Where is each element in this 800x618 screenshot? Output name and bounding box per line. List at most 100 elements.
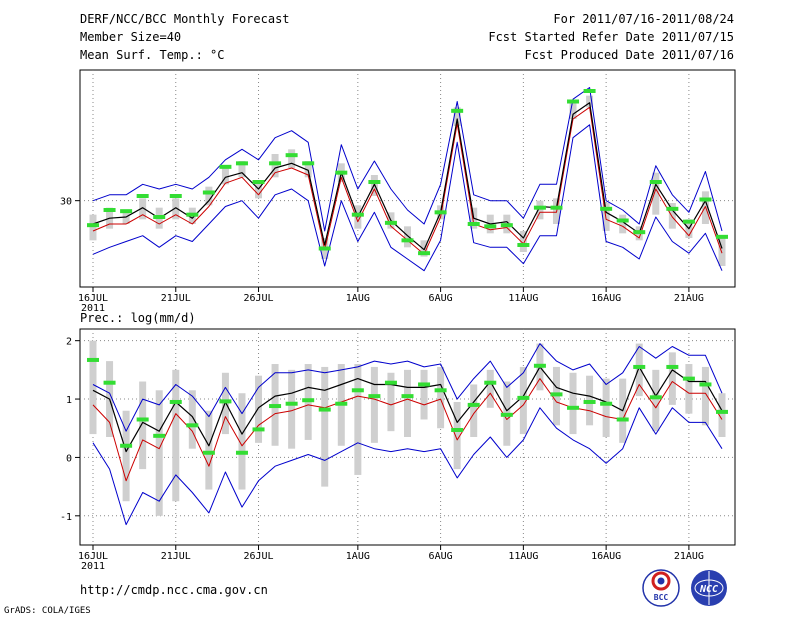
- x-tick-label: 21AUG: [674, 551, 704, 562]
- x-tick-label: 16AUG: [591, 551, 621, 562]
- lower-envelope-line: [92, 407, 723, 526]
- observed-marker: [368, 180, 381, 184]
- y-tick-label: -1: [60, 512, 72, 523]
- observed-marker: [583, 399, 596, 404]
- observed-marker: [186, 212, 199, 217]
- spread-bar: [602, 378, 610, 437]
- observed-marker: [202, 190, 215, 195]
- observed-marker: [252, 180, 265, 184]
- observed-marker: [716, 409, 728, 414]
- observed-marker: [103, 208, 116, 212]
- observed-marker: [384, 220, 397, 225]
- precipitation-panel: 16JUL 21JUL 26JUL 1AUG 6AUG 11AUG 16AUG 21AUG20…: [60, 328, 736, 572]
- observed-marker: [302, 398, 315, 403]
- x-tick-label: 16JUL: [78, 551, 108, 562]
- observed-marker: [699, 197, 712, 202]
- spread-bar: [89, 214, 97, 241]
- observed-marker: [335, 170, 348, 175]
- observed-marker: [649, 395, 662, 400]
- observed-marker: [87, 357, 99, 362]
- spread-bar: [205, 186, 213, 206]
- observed-marker: [633, 364, 646, 369]
- observed-marker: [384, 380, 397, 385]
- spread-bar: [172, 369, 180, 502]
- spread-bar: [437, 366, 445, 429]
- spread-bar: [404, 369, 411, 437]
- observed-marker: [467, 402, 480, 407]
- observed-marker: [616, 218, 629, 223]
- observed-marker: [567, 99, 580, 104]
- spread-bar: [519, 366, 527, 435]
- observed-marker: [269, 404, 282, 409]
- observed-marker: [169, 194, 182, 198]
- observed-marker: [517, 395, 530, 400]
- observed-marker: [318, 246, 331, 251]
- spread-bar: [255, 375, 263, 443]
- spread-bar: [155, 390, 163, 516]
- spread-bar: [453, 107, 461, 126]
- spread-bar: [486, 369, 494, 408]
- spread-bar: [271, 154, 279, 178]
- observed-marker: [186, 423, 199, 428]
- observed-marker: [235, 161, 248, 166]
- observed-marker: [699, 382, 712, 387]
- observed-marker: [302, 161, 315, 166]
- header-right-2: Fcst Started Refer Date 2011/07/15: [488, 30, 734, 44]
- observed-marker: [682, 376, 695, 381]
- spread-bar: [652, 369, 660, 432]
- observed-marker: [418, 251, 431, 256]
- footer-url[interactable]: http://cmdp.ncc.cma.gov.cn: [80, 583, 268, 597]
- observed-marker: [418, 382, 431, 387]
- x-tick-label: 16AUG: [591, 293, 621, 304]
- observed-marker: [153, 215, 166, 219]
- observed-marker: [252, 427, 265, 432]
- panel-frame: [79, 328, 736, 546]
- x-year-label: 2011: [81, 303, 105, 314]
- temperature-panel: 16JUL 21JUL 26JUL 1AUG 6AUG 11AUG 16AUG 21AUG 20…: [60, 69, 736, 314]
- observed-marker: [401, 238, 414, 243]
- observed-marker: [616, 417, 629, 422]
- header-left-2: Member Size=40: [80, 30, 181, 44]
- spread-bar: [536, 200, 544, 220]
- observed-marker: [136, 194, 149, 198]
- spread-bar: [205, 410, 213, 490]
- spread-bar: [89, 340, 97, 435]
- observed-marker: [169, 399, 182, 404]
- observed-marker: [87, 223, 99, 228]
- bcc-logo: BCC: [642, 569, 680, 607]
- observed-marker: [567, 405, 580, 410]
- x-tick-label: 21JUL: [161, 551, 191, 562]
- spread-bar: [122, 410, 130, 502]
- observed-marker: [484, 380, 497, 385]
- x-tick-label: 11AUG: [508, 551, 538, 562]
- observed-marker: [517, 243, 530, 247]
- spread-bar: [420, 369, 428, 420]
- header-left-3: Mean Surf. Temp.: °C: [80, 48, 225, 62]
- bcc-logo-text: BCC: [654, 593, 669, 602]
- header-right-3: Fcst Produced Date 2011/07/16: [524, 48, 734, 62]
- spread-bar: [238, 393, 246, 490]
- observed-marker: [219, 164, 232, 169]
- observed-marker: [136, 417, 149, 422]
- x-tick-label: 21JUL: [161, 293, 191, 304]
- x-tick-label: 16JUL: [78, 293, 108, 304]
- observed-marker: [318, 407, 331, 412]
- observed-marker: [335, 401, 348, 406]
- spread-bar: [139, 198, 147, 220]
- observed-marker: [682, 219, 695, 224]
- observed-marker: [451, 108, 464, 113]
- spread-bar: [288, 369, 296, 449]
- observed-marker: [649, 180, 662, 184]
- observed-marker: [500, 223, 513, 228]
- spread-bar: [668, 352, 676, 405]
- observed-marker: [600, 401, 613, 406]
- observed-marker: [451, 427, 464, 432]
- header-left-1: DERF/NCC/BCC Monthly Forecast: [80, 12, 290, 26]
- x-tick-label: 6AUG: [429, 293, 453, 304]
- y-tick-label: 2: [66, 337, 72, 348]
- spread-bar: [255, 182, 263, 199]
- upper-envelope-line: [92, 87, 723, 232]
- spread-bar: [586, 95, 594, 108]
- observed-marker: [285, 401, 298, 406]
